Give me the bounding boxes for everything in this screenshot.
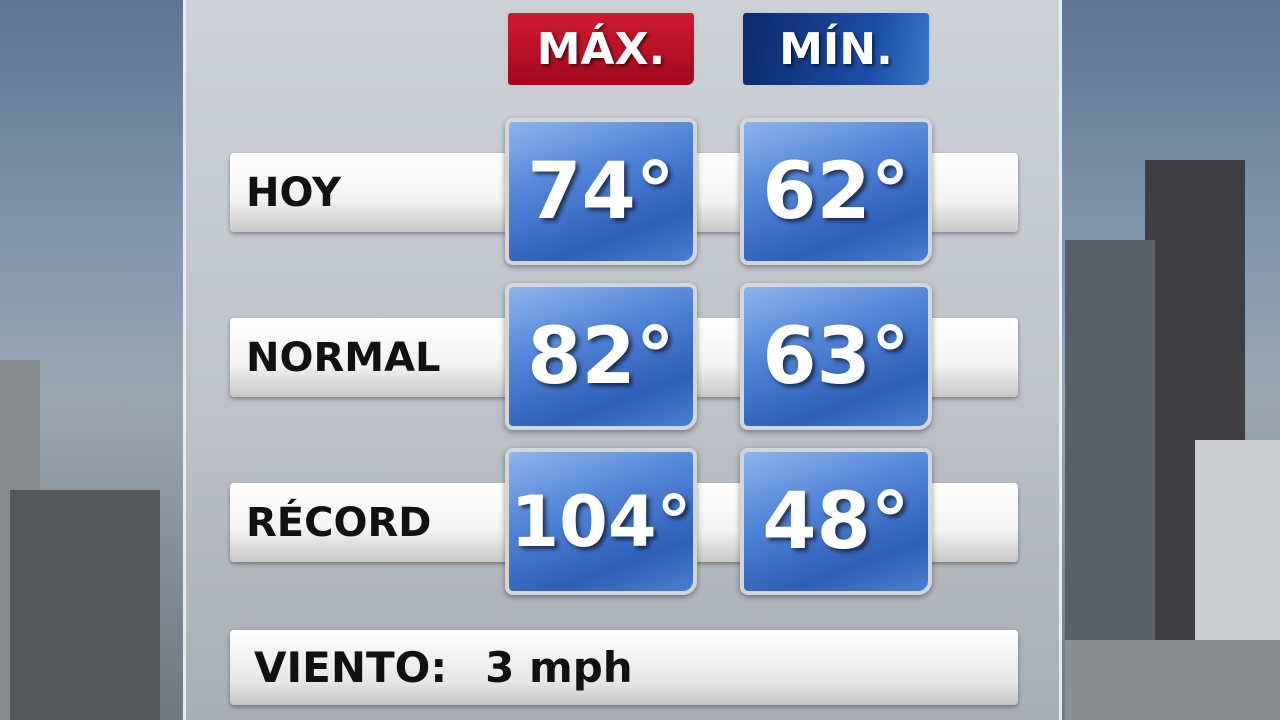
wind-bar: VIENTO: 3 mph — [230, 630, 1018, 705]
today-max-value: 74° — [505, 118, 697, 265]
normal-max-value: 82° — [505, 283, 697, 430]
normal-min-value: 63° — [740, 283, 932, 430]
today-min-value: 62° — [740, 118, 932, 265]
max-header: MÁX. — [505, 10, 697, 88]
background-building — [1065, 640, 1280, 720]
wind-label: VIENTO: — [254, 643, 448, 692]
row-label-record: RÉCORD — [246, 499, 432, 546]
record-min-value: 48° — [740, 448, 932, 595]
record-max-value: 104° — [505, 448, 697, 595]
background-building — [10, 490, 160, 720]
wind-value: 3 mph — [485, 643, 633, 692]
row-label-normal: NORMAL — [246, 334, 441, 381]
min-header: MÍN. — [740, 10, 932, 88]
row-label-today: HOY — [246, 169, 342, 216]
